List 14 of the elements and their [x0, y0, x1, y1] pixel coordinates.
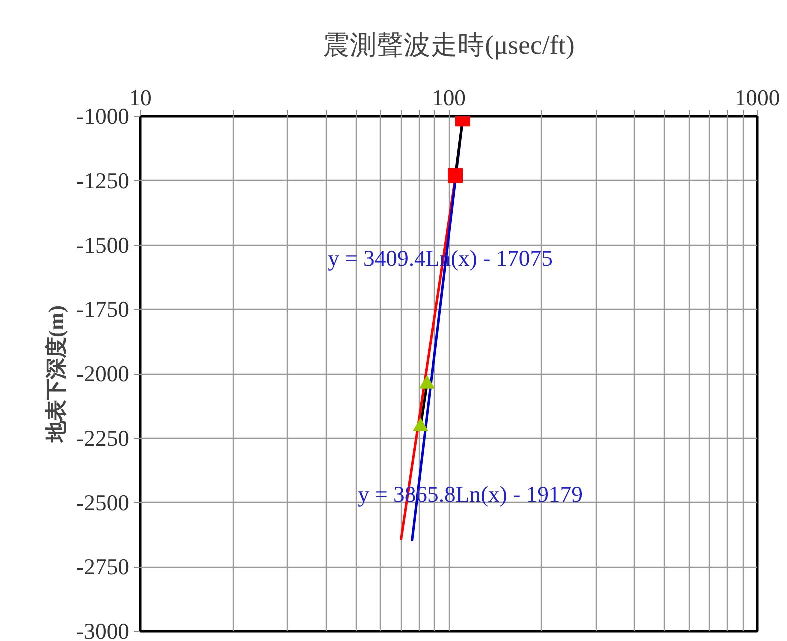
- x-tick-label: 100: [432, 86, 466, 110]
- y-tick-label: -1750: [76, 297, 130, 322]
- y-tick-label: -3000: [76, 619, 130, 641]
- y-tick-label: -2000: [76, 362, 130, 386]
- y-tick-label: -2250: [76, 426, 130, 451]
- x-tick-label: 1000: [734, 86, 780, 110]
- y-tick-label: -2500: [76, 490, 130, 516]
- chart-title: 震測聲波走時(μsec/ft): [323, 30, 575, 60]
- y-tick-label: -1000: [76, 104, 130, 129]
- y-tick-label: -1250: [76, 168, 130, 194]
- x-tick-label: 10: [129, 86, 152, 110]
- y-tick-label: -2750: [76, 554, 130, 580]
- y-axis-title: 地表下深度(m): [44, 306, 69, 444]
- y-tick-label: -1500: [76, 232, 130, 258]
